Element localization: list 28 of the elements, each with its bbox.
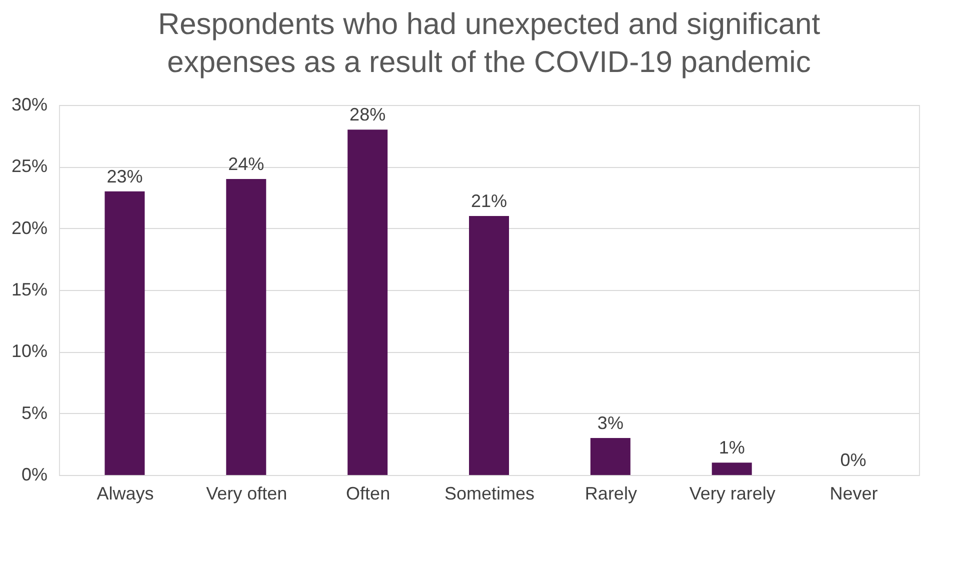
- bar: [469, 216, 509, 475]
- y-tick-label: 30%: [11, 94, 48, 114]
- bar: [226, 179, 266, 475]
- x-tick-label: Sometimes: [444, 484, 535, 504]
- data-label: 24%: [228, 154, 264, 174]
- x-tick-label: Rarely: [584, 484, 637, 504]
- bar: [712, 462, 752, 475]
- x-tick-label: Never: [830, 484, 878, 504]
- bar: [104, 191, 145, 475]
- y-tick-label: 0%: [21, 464, 48, 484]
- bar: [590, 438, 630, 475]
- y-tick-label: 10%: [11, 341, 48, 362]
- data-label: 1%: [718, 438, 745, 458]
- data-label: 3%: [597, 413, 624, 433]
- data-label: 28%: [350, 104, 386, 125]
- y-tick-label: 5%: [21, 402, 48, 423]
- y-tick-label: 25%: [11, 156, 48, 176]
- data-label: 21%: [470, 191, 508, 211]
- bar: [348, 130, 388, 475]
- x-tick-label: Often: [346, 484, 390, 504]
- x-tick-label: Very often: [206, 484, 288, 504]
- x-tick-label: Always: [96, 484, 154, 504]
- y-tick-label: 15%: [11, 280, 48, 300]
- y-tick-label: 20%: [11, 218, 48, 238]
- chart-title: Respondents who had unexpected and significant expenses as a result of the COVID-19 pandemic: [158, 8, 821, 79]
- data-label: 0%: [840, 450, 866, 470]
- data-label: 23%: [106, 166, 143, 186]
- x-tick-label: Very rarely: [689, 484, 776, 504]
